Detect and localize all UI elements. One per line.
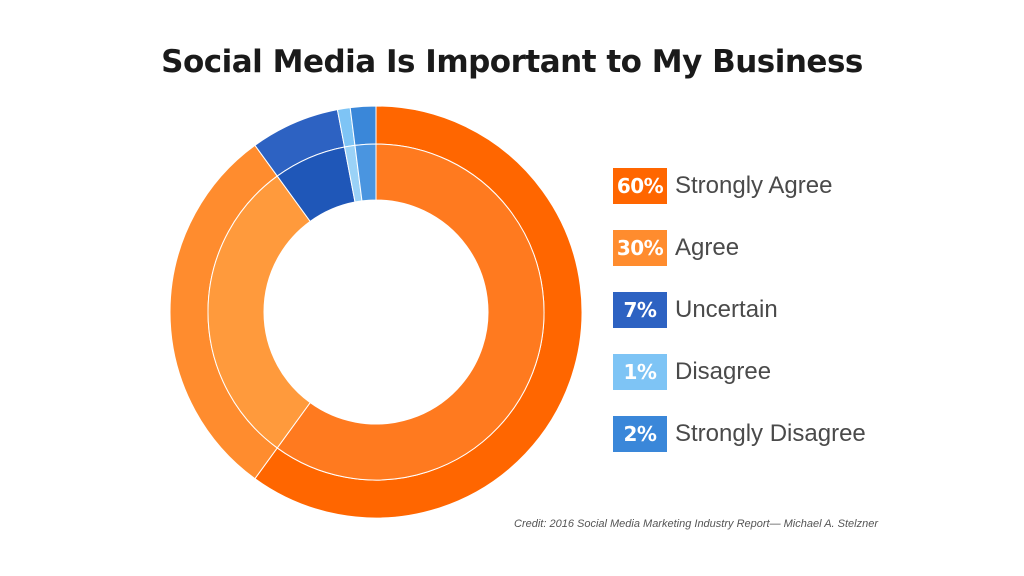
- legend-value-strongly-disagree: 2%: [613, 416, 667, 452]
- slice-strongly-agree-inner: [276, 143, 545, 481]
- chart-title: Social Media Is Important to My Business: [161, 44, 863, 80]
- legend-label-strongly-disagree: Strongly Disagree: [675, 420, 866, 447]
- legend: 60% Strongly Agree 30% Agree 7% Uncertain 1% Di…: [613, 168, 1013, 478]
- legend-item-strongly-agree: 60% Strongly Agree: [613, 168, 1013, 204]
- legend-value-agree: 30%: [613, 230, 667, 266]
- legend-label-strongly-agree: Strongly Agree: [675, 172, 833, 199]
- legend-value-disagree: 1%: [613, 354, 667, 390]
- legend-label-uncertain: Uncertain: [675, 296, 778, 323]
- credit-text: Credit: 2016 Social Media Marketing Indu…: [514, 518, 878, 530]
- slice-agree-inner: [207, 175, 311, 449]
- legend-label-disagree: Disagree: [675, 358, 772, 385]
- legend-label-agree: Agree: [675, 234, 740, 261]
- legend-item-strongly-disagree: 2% Strongly Disagree: [613, 416, 1013, 452]
- legend-value-strongly-agree: 60%: [613, 168, 667, 204]
- slice-strongly-disagree-outer: [349, 105, 377, 146]
- legend-item-disagree: 1% Disagree: [613, 354, 1013, 390]
- donut-chart: [169, 105, 583, 519]
- legend-value-uncertain: 7%: [613, 292, 667, 328]
- legend-item-agree: 30% Agree: [613, 230, 1013, 266]
- slice-strongly-disagree-inner: [354, 143, 377, 202]
- legend-item-uncertain: 7% Uncertain: [613, 292, 1013, 328]
